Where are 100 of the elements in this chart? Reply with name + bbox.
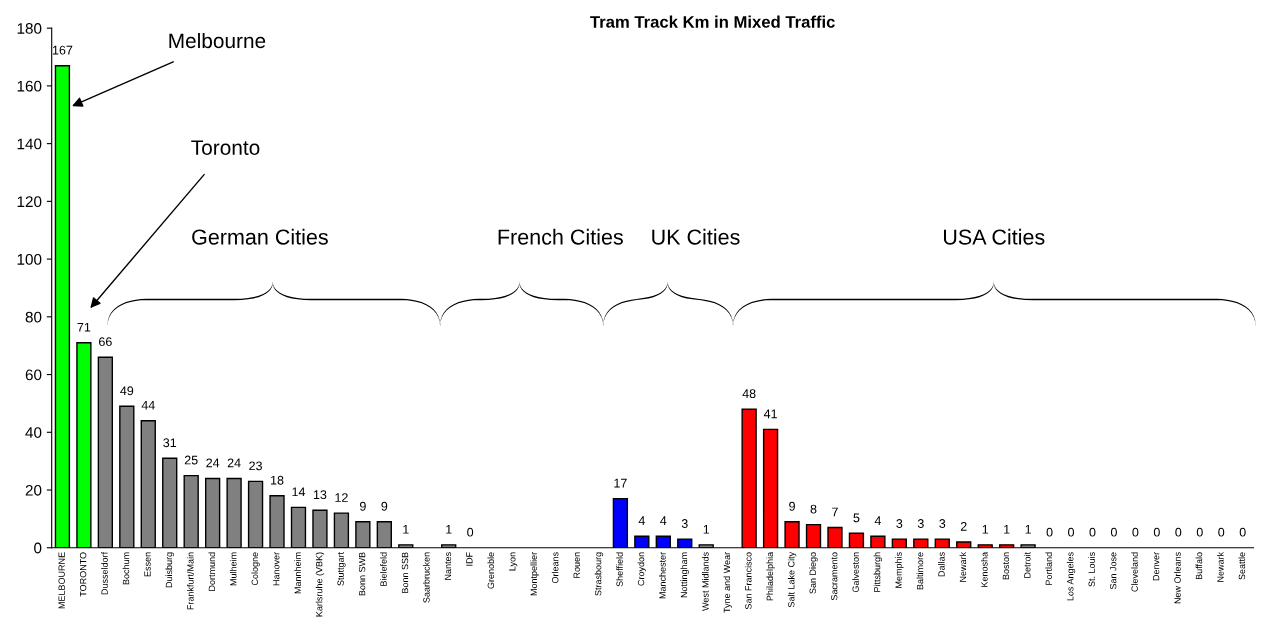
data-label: 49 [120,386,134,396]
x-tick-label: Memphis [895,552,904,588]
data-label: 7 [832,507,838,517]
data-label: 31 [163,438,177,448]
x-tick-label: Nottingham [680,552,689,598]
x-tick-label: Galveston [852,552,859,593]
x-tick-label: Strasbourg [594,552,604,596]
x-tick-label: Los Angeles [1066,552,1076,601]
y-tick-label: 40 [25,427,42,438]
y-tick-label: 60 [25,369,42,381]
x-tick-label: Newark [1217,551,1224,582]
data-label: 1 [982,525,989,534]
data-label: 18 [271,475,284,485]
data-label: 71 [77,322,91,332]
data-label: 4 [638,516,645,525]
y-tick-label: 0 [34,542,42,554]
x-tick-label: Newark [959,551,967,582]
y-tick-label: 80 [25,311,42,323]
annotation: German Cities [192,228,328,245]
x-tick-label: IDF [466,552,473,566]
x-tick-label: Kenosha [980,551,988,587]
y-tick-label: 100 [17,253,42,265]
x-tick-label: Bonn SWB [358,552,366,596]
y-tick-label: 20 [25,484,42,496]
data-label: 14 [292,487,306,497]
x-tick-label: Orleans [551,552,559,584]
x-tick-label: Frankfurt/Main [186,552,194,610]
data-label: 5 [853,513,860,523]
data-label: 0 [1218,527,1225,537]
x-tick-label: Baltimore [916,552,924,590]
data-label: 48 [742,389,756,399]
x-tick-label: Rouen [573,552,580,578]
x-tick-label: Philadelphia [766,551,775,601]
x-tick-label: San Francisco [744,552,752,610]
x-tick-label: Sacramento [831,552,838,601]
annotation: USA Cities [943,228,1045,245]
x-tick-label: Cologne [251,552,260,586]
x-tick-label: Essen [144,552,151,577]
x-tick-label: Dortmund [208,552,216,591]
data-label: 2 [960,521,967,531]
x-tick-label: Montpellier [530,552,539,596]
annotation: UK Cities [652,228,740,245]
x-tick-label: Duisburg [165,552,174,588]
x-tick-label: Salt Lake City [787,551,797,608]
x-tick-label: Mulheim [229,552,237,586]
data-label: 24 [227,458,241,468]
data-label: 4 [660,516,667,525]
data-label: 3 [681,519,688,528]
x-tick-label: Saarbrucken [423,552,430,603]
data-label: 13 [313,490,327,500]
x-tick-label: MELBOURNE [58,552,65,609]
x-tick-label: Cleveland [1131,552,1138,592]
data-label: 0 [1153,527,1160,537]
data-label: 9 [359,501,366,511]
x-tick-label: Lyon [509,552,518,571]
x-tick-label: Croydon [637,552,647,586]
x-tick-label: St. Louis [1088,552,1095,587]
x-tick-label: Sheffield [616,552,623,587]
data-label: 0 [1175,527,1182,537]
chart-title: Tram Track Km in Mixed Traffic [590,15,835,28]
x-tick-label: Nantes [444,552,452,580]
x-tick-label: Portland [1045,552,1052,585]
x-tick-label: Bielefeld [380,552,387,586]
x-tick-label: Dusseldorf [101,551,108,595]
x-tick-label: Buffalo [1195,552,1203,580]
x-tick-label: Boston [1002,552,1010,580]
x-tick-label: West Midlands [702,552,709,611]
data-label: 0 [1068,527,1075,537]
x-tick-label: Pittsburgh [873,552,883,592]
data-label: 9 [381,501,388,511]
x-tick-label: Karlsruhe (VBK) [315,552,325,617]
data-label: 3 [939,519,946,528]
y-tick-label: 140 [17,138,42,150]
data-label: 0 [467,527,474,537]
data-label: 12 [335,493,348,502]
x-tick-label: Detroit [1023,551,1031,578]
x-tick-label: Hanover [273,552,280,586]
x-tick-label: Tyne and Wear [723,552,732,613]
data-label: 25 [184,455,198,465]
x-tick-label: Bonn SSB [401,552,409,593]
x-tick-label: Manchester [659,552,666,599]
y-tick-label: 120 [17,196,42,208]
x-tick-label: New Orleans [1174,552,1181,604]
x-tick-label: Denver [1152,552,1160,581]
data-label: 41 [763,409,777,419]
y-tick-label: 160 [17,80,42,92]
data-label: 1 [446,525,452,534]
data-label: 1 [403,525,409,534]
annotation: Toronto [191,140,260,155]
data-label: 0 [1110,527,1117,537]
data-label: 1 [1004,525,1010,534]
data-label: 0 [1239,527,1246,537]
data-label: 4 [874,516,881,525]
data-label: 3 [896,519,903,528]
data-label: 1 [1025,525,1031,534]
x-tick-label: TORONTO [79,552,87,597]
data-label: 24 [206,458,220,468]
x-tick-label: Grenoble [487,552,495,589]
x-tick-label: San Jose [1109,552,1117,590]
x-tick-label: San Diego [809,552,818,594]
